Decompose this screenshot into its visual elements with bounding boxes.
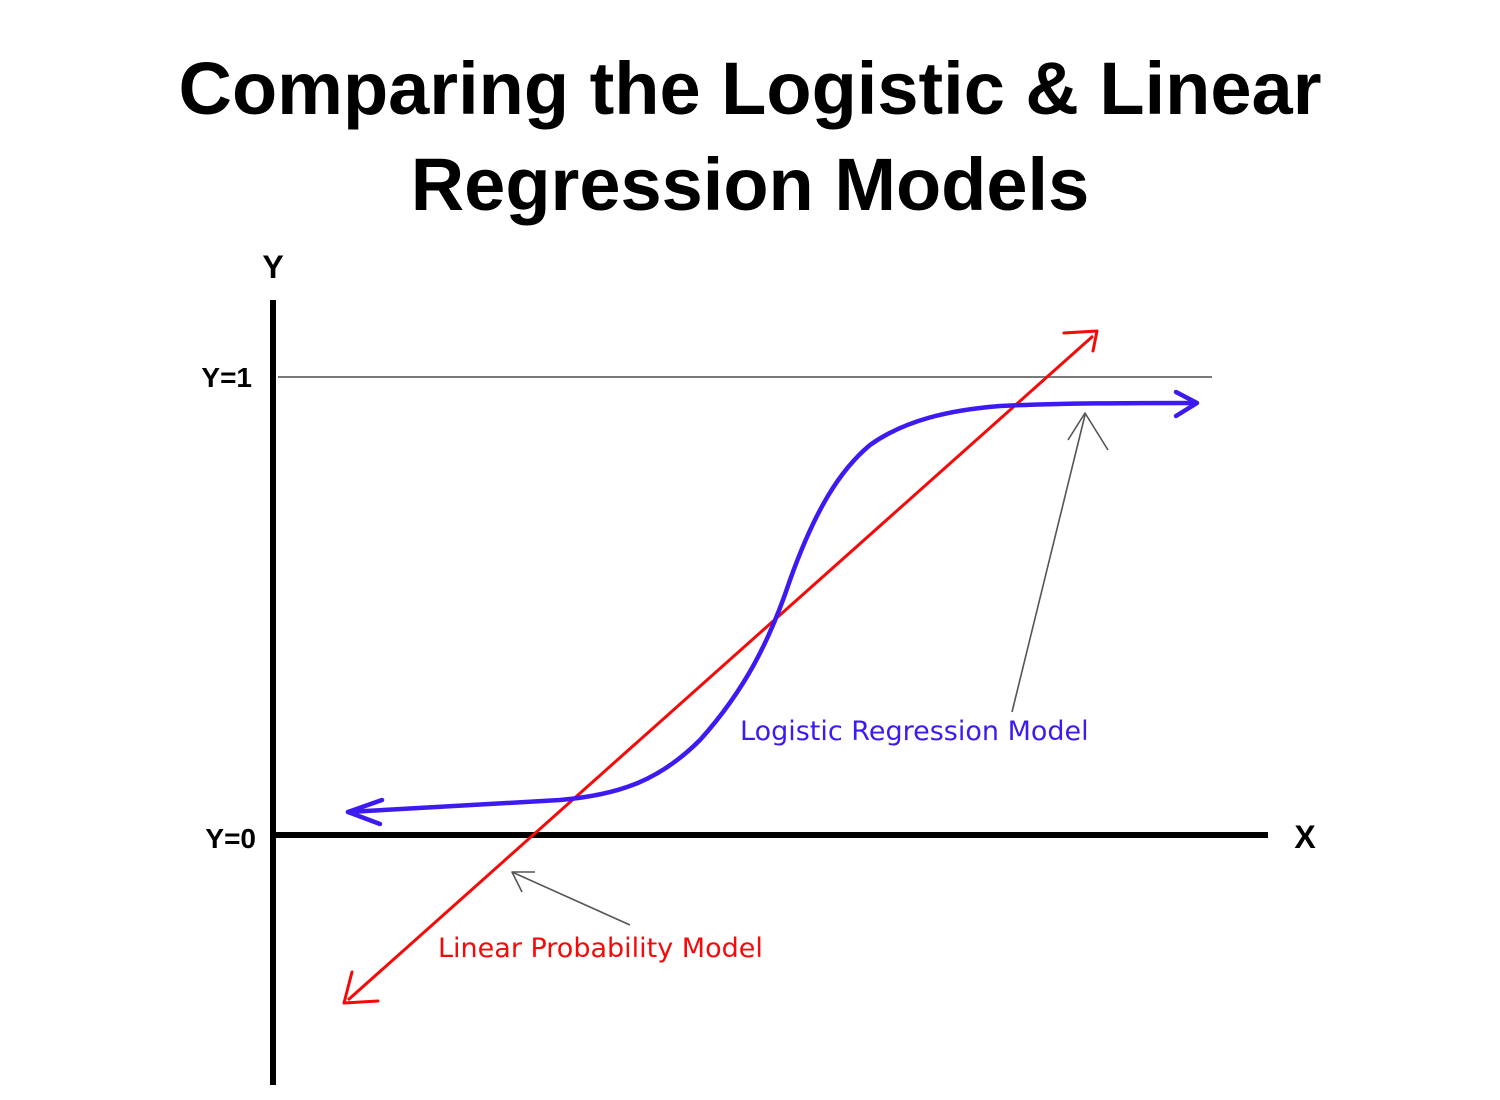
title-line-2: Regression Models [410,143,1090,226]
logistic-model-label: Logistic Regression Model [740,716,1089,747]
logistic-right-arrowhead [1173,389,1200,419]
linear-pointer-arrowhead [511,871,535,893]
logistic-pointer-line [1011,414,1086,713]
linear-pointer-line [511,871,631,926]
linear-upper-arrowhead [1062,329,1099,353]
y0-tick-label: Y=0 [205,823,256,854]
logistic-pointer-arrowhead [1067,412,1109,451]
linear-probability-line [347,334,1094,1002]
y1-tick-label: Y=1 [201,362,252,393]
logistic-regression-curve [345,400,1198,815]
x-axis-label: X [1294,819,1316,855]
y-axis-label: Y [262,249,283,285]
linear-model-label: Linear Probability Model [438,933,763,964]
linear-lower-arrowhead [342,970,380,1005]
title-line-1: Comparing the Logistic & Linear [178,47,1322,130]
logistic-left-arrowhead [345,797,385,827]
